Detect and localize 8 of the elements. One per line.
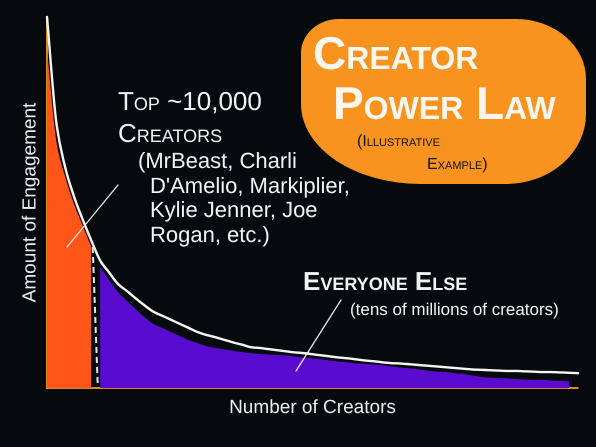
annotation: Top ~10,000 Creators (118, 85, 263, 149)
text: Creator Power Law (313, 27, 557, 129)
annotation: (tens of millions of creators) (350, 300, 560, 320)
text: (Illustrative Example) (357, 132, 489, 175)
x-axis-title: Number of Creators (229, 396, 396, 418)
annotation: (MrBeast, Charli D'Amelio, Markiplier, Kylie Jenner, Joe Rogan, etc.) (138, 148, 351, 247)
y-axis-title: Amount of Engagement (20, 102, 41, 302)
annotation: Everyone Else (303, 266, 468, 296)
